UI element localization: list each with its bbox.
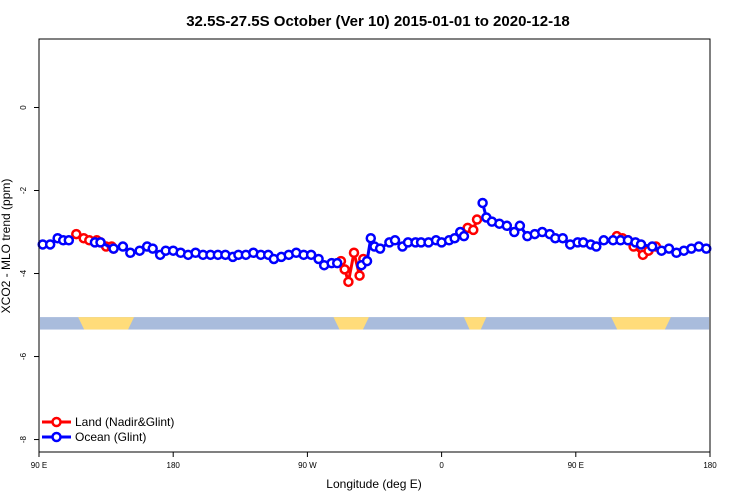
land-mask [40,317,709,330]
series-1-point [313,253,324,265]
x-tick-label-1: 180 [167,461,181,470]
y-axis-label: XCO2 - MLO trend (ppm) [0,179,13,314]
series-0-point [339,264,350,275]
legend-ocean-marker [51,431,62,443]
legend-land-label: Land (Nadir&Glint) [75,415,174,429]
series-1-point [591,241,602,252]
series-1-point [635,239,647,250]
land-segment-1 [333,317,369,330]
x-tick-label-5: 180 [703,461,717,470]
series-1-point [598,235,610,246]
series-1 [37,197,712,271]
y-tick-label-1: -2 [19,186,28,194]
series-1-point [389,235,401,246]
series-0-point [71,228,82,240]
series-1-point [95,237,106,248]
series-1-point [331,257,343,269]
series-0-point [354,270,365,281]
y-axis: 0 -2 -4 -6 -8 [19,105,39,443]
series-1-point [646,241,658,252]
series-1-point [501,220,513,232]
series-1-point [305,249,317,261]
series-1-point [117,241,129,252]
chart-title: 32.5S-27.5S October (Ver 10) 2015-01-01 … [186,13,570,30]
y-tick-label-2: -4 [19,269,28,277]
y-tick-label-0: 0 [19,105,28,110]
series-1-point [63,235,75,246]
x-tick-label-2: 90 W [298,461,317,470]
x-tick-label-4: 90 E [568,461,584,470]
series-1-point [147,243,158,254]
series-1-point [125,247,136,259]
plot-frame [38,38,711,453]
x-axis: 90 E 180 90 W 0 90 E 180 [31,452,717,470]
x-tick-label-3: 0 [439,461,444,470]
x-tick-label-0: 90 E [31,461,47,470]
series-0-point [343,276,354,288]
y-tick-label-4: -8 [19,435,28,443]
series-1-point [509,226,520,238]
land-segment-2 [463,317,487,330]
y-tick-label-3: -6 [19,352,28,360]
series-0-point [468,224,479,236]
legend-land-marker [51,416,62,428]
series-1-point [477,197,488,209]
series-0-point [348,247,360,259]
series-1-point [458,230,470,242]
land-segment-3 [611,317,671,330]
series-1-point [449,232,460,244]
series-1-point [361,255,373,267]
ocean-band [40,317,709,330]
series-layer [37,197,712,288]
series-1-point [108,243,119,254]
x-axis-label: Longitude (deg E) [326,477,421,491]
series-0-point [471,214,483,225]
legend-ocean-label: Ocean (Glint) [75,430,146,444]
series-1-point [134,245,145,256]
series-1-point [374,243,386,254]
land-segment-0 [78,317,135,330]
series-1-point [701,243,712,254]
series-1-point [557,232,569,244]
series-1-point [365,232,377,244]
series-1-point [44,239,56,250]
series-1-point [514,220,526,232]
series-1-point [663,243,675,254]
legend: Land (Nadir&Glint) Ocean (Glint) [42,415,174,444]
